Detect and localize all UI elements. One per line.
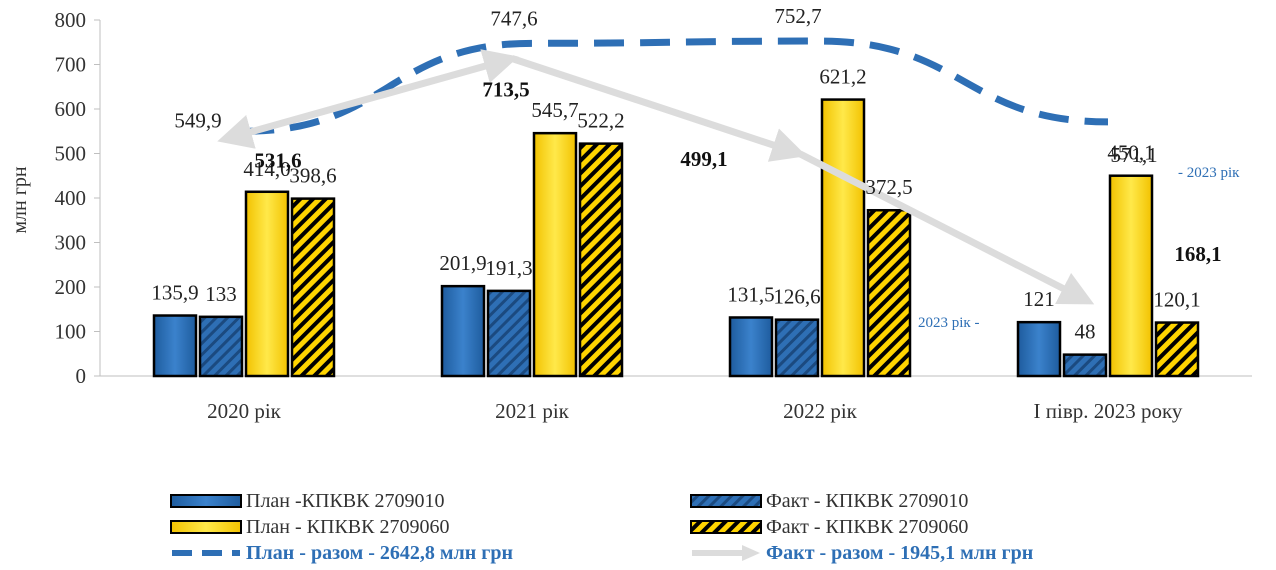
bar-kpkvk-2709060-fact	[578, 142, 624, 378]
x-tick-label: 2020 рік	[207, 399, 282, 423]
legend-label: Факт - КПКВК 2709010	[766, 489, 969, 512]
y-tick-label: 800	[55, 8, 87, 32]
fact-total-data-label: 499,1	[680, 147, 727, 171]
bar-data-label: 191,3	[485, 256, 532, 280]
bar-kpkvk-2709010-fact	[486, 289, 532, 378]
legend-swatch-dashed-line	[172, 550, 240, 556]
plan-total-data-label: 549,9	[174, 108, 221, 132]
bar-kpkvk-2709060-plan	[244, 190, 290, 378]
legend-label: План -КПКВК 2709010	[246, 489, 445, 512]
legend-label: План - КПКВК 2709060	[246, 515, 450, 538]
bar-kpkvk-2709010-fact	[198, 315, 244, 378]
x-tick-label: 2021 рік	[495, 399, 570, 423]
legend-item-plan-2709010[interactable]: План -КПКВК 2709010	[170, 488, 444, 514]
legend-label: Факт - КПКВК 2709060	[766, 515, 969, 538]
legend-label: Факт - разом - 1945,1 млн грн	[766, 541, 1034, 564]
bar-data-label: 398,6	[289, 164, 336, 188]
legend-item-fact-total[interactable]: Факт - разом - 1945,1 млн грн	[690, 540, 1033, 566]
legend-label: План - разом - 2642,8 млн грн	[246, 541, 514, 564]
bar-data-label: 414,0	[243, 157, 290, 181]
bar-data-label: 372,5	[865, 175, 912, 199]
bar-kpkvk-2709060-plan	[820, 98, 866, 378]
bar-kpkvk-2709060-plan	[532, 131, 578, 378]
bar-kpkvk-2709010-fact	[1062, 353, 1108, 378]
y-tick-label: 100	[55, 320, 87, 344]
y-tick-label: 600	[55, 97, 87, 121]
x-tick-label: 2022 рік	[783, 399, 858, 423]
plan-total-dashed-line	[243, 37, 1109, 135]
bar-data-label: 201,9	[439, 251, 486, 275]
annotation-2023-right: - 2023 рік	[1178, 165, 1240, 181]
bar-kpkvk-2709060-plan	[1108, 174, 1154, 378]
fact-total-data-label: 168,1	[1174, 242, 1221, 266]
bar-kpkvk-2709060-fact	[290, 197, 336, 378]
bar-kpkvk-2709010-plan	[728, 316, 774, 378]
legend-item-fact-2709010[interactable]: Факт - КПКВК 2709010	[690, 488, 968, 514]
x-tick-label: І півр. 2023 року	[1034, 399, 1183, 423]
bar-kpkvk-2709010-plan	[152, 314, 198, 378]
bar-data-label: 120,1	[1153, 288, 1200, 312]
fact-total-arrow-segment	[217, 49, 519, 149]
fact-total-data-label: 713,5	[482, 77, 529, 101]
bar-kpkvk-2709010-plan	[440, 284, 486, 378]
bar-data-label: 133	[205, 282, 237, 306]
fact-total-arrow-segment	[798, 150, 1095, 305]
legend-item-plan-total[interactable]: План - разом - 2642,8 млн грн	[170, 540, 513, 566]
y-tick-label: 400	[55, 186, 87, 210]
legend-item-plan-2709060[interactable]: План - КПКВК 2709060	[170, 514, 449, 540]
legend-swatch-arrow-line	[692, 545, 760, 561]
bar-data-label: 48	[1075, 320, 1096, 344]
legend-swatch-yellow-hatched	[690, 520, 762, 534]
plan-total-data-label: 752,7	[774, 4, 821, 28]
bar-kpkvk-2709010-fact	[774, 318, 820, 378]
bar-data-label: 450,1	[1107, 141, 1154, 165]
y-axis-label: млн грн	[9, 166, 31, 234]
bar-kpkvk-2709060-fact	[866, 208, 912, 378]
bar-data-label: 135,9	[151, 281, 198, 305]
fact-total-data-label: 531,6	[254, 148, 301, 172]
legend-swatch-blue-solid	[170, 494, 242, 508]
y-tick-label: 0	[76, 364, 87, 388]
y-tick-label: 200	[55, 275, 87, 299]
annotation-2023-left: 2023 рік -	[918, 315, 979, 331]
bar-data-label: 126,6	[773, 285, 820, 309]
y-tick-label: 700	[55, 53, 87, 77]
plan-total-data-label: 747,6	[490, 6, 537, 30]
y-tick-label: 500	[55, 142, 87, 166]
legend-swatch-blue-hatched	[690, 494, 762, 508]
bar-data-label: 131,5	[727, 282, 774, 306]
bar-data-label: 545,7	[531, 98, 578, 122]
plan-total-data-label: 571,1	[1110, 143, 1157, 167]
bar-data-label: 522,2	[577, 109, 624, 133]
bar-kpkvk-2709010-plan	[1016, 320, 1062, 378]
bar-data-label: 121	[1023, 287, 1055, 311]
bar-kpkvk-2709060-fact	[1154, 321, 1200, 378]
fact-total-arrow-segment	[510, 55, 807, 162]
legend-item-fact-2709060[interactable]: Факт - КПКВК 2709060	[690, 514, 968, 540]
y-tick-label: 300	[55, 231, 87, 255]
bar-data-label: 621,2	[819, 65, 866, 89]
legend-swatch-yellow-solid	[170, 520, 242, 534]
